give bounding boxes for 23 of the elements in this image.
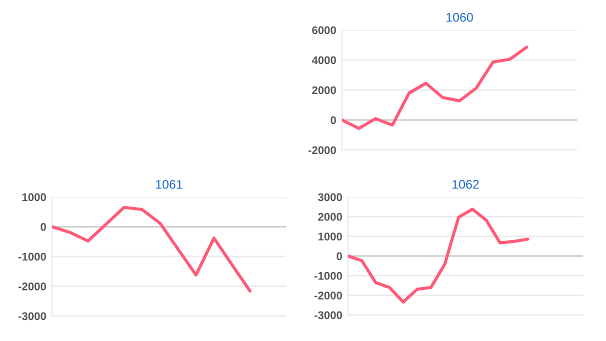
- chart-title: 1060: [446, 12, 473, 22]
- y-tick-label: -3000: [314, 311, 342, 320]
- y-tick-label: -2000: [18, 282, 46, 290]
- chart-title: 1062: [452, 180, 479, 189]
- y-tick-label: -2000: [308, 146, 336, 154]
- line-series: [348, 208, 530, 304]
- chart-title: 1061: [156, 180, 182, 189]
- y-tick-label: 4000: [312, 56, 336, 64]
- y-tick-label: 0: [40, 223, 46, 231]
- y-tick-label: -1000: [314, 272, 342, 280]
- y-tick-label: 1000: [318, 232, 342, 240]
- y-tick-label: 2000: [312, 86, 336, 94]
- y-tick-label: 1000: [22, 193, 46, 202]
- y-tick-label: 0: [330, 116, 336, 124]
- y-tick-label: 2000: [318, 212, 342, 221]
- y-tick-label: -1000: [18, 252, 46, 261]
- y-tick-label: 3000: [318, 193, 342, 202]
- y-tick-label: -2000: [314, 292, 342, 300]
- y-tick-label: 6000: [312, 26, 336, 34]
- y-tick-label: -3000: [18, 312, 46, 320]
- line-series: [342, 46, 528, 130]
- line-series: [52, 206, 252, 293]
- y-tick-label: 0: [336, 252, 342, 260]
